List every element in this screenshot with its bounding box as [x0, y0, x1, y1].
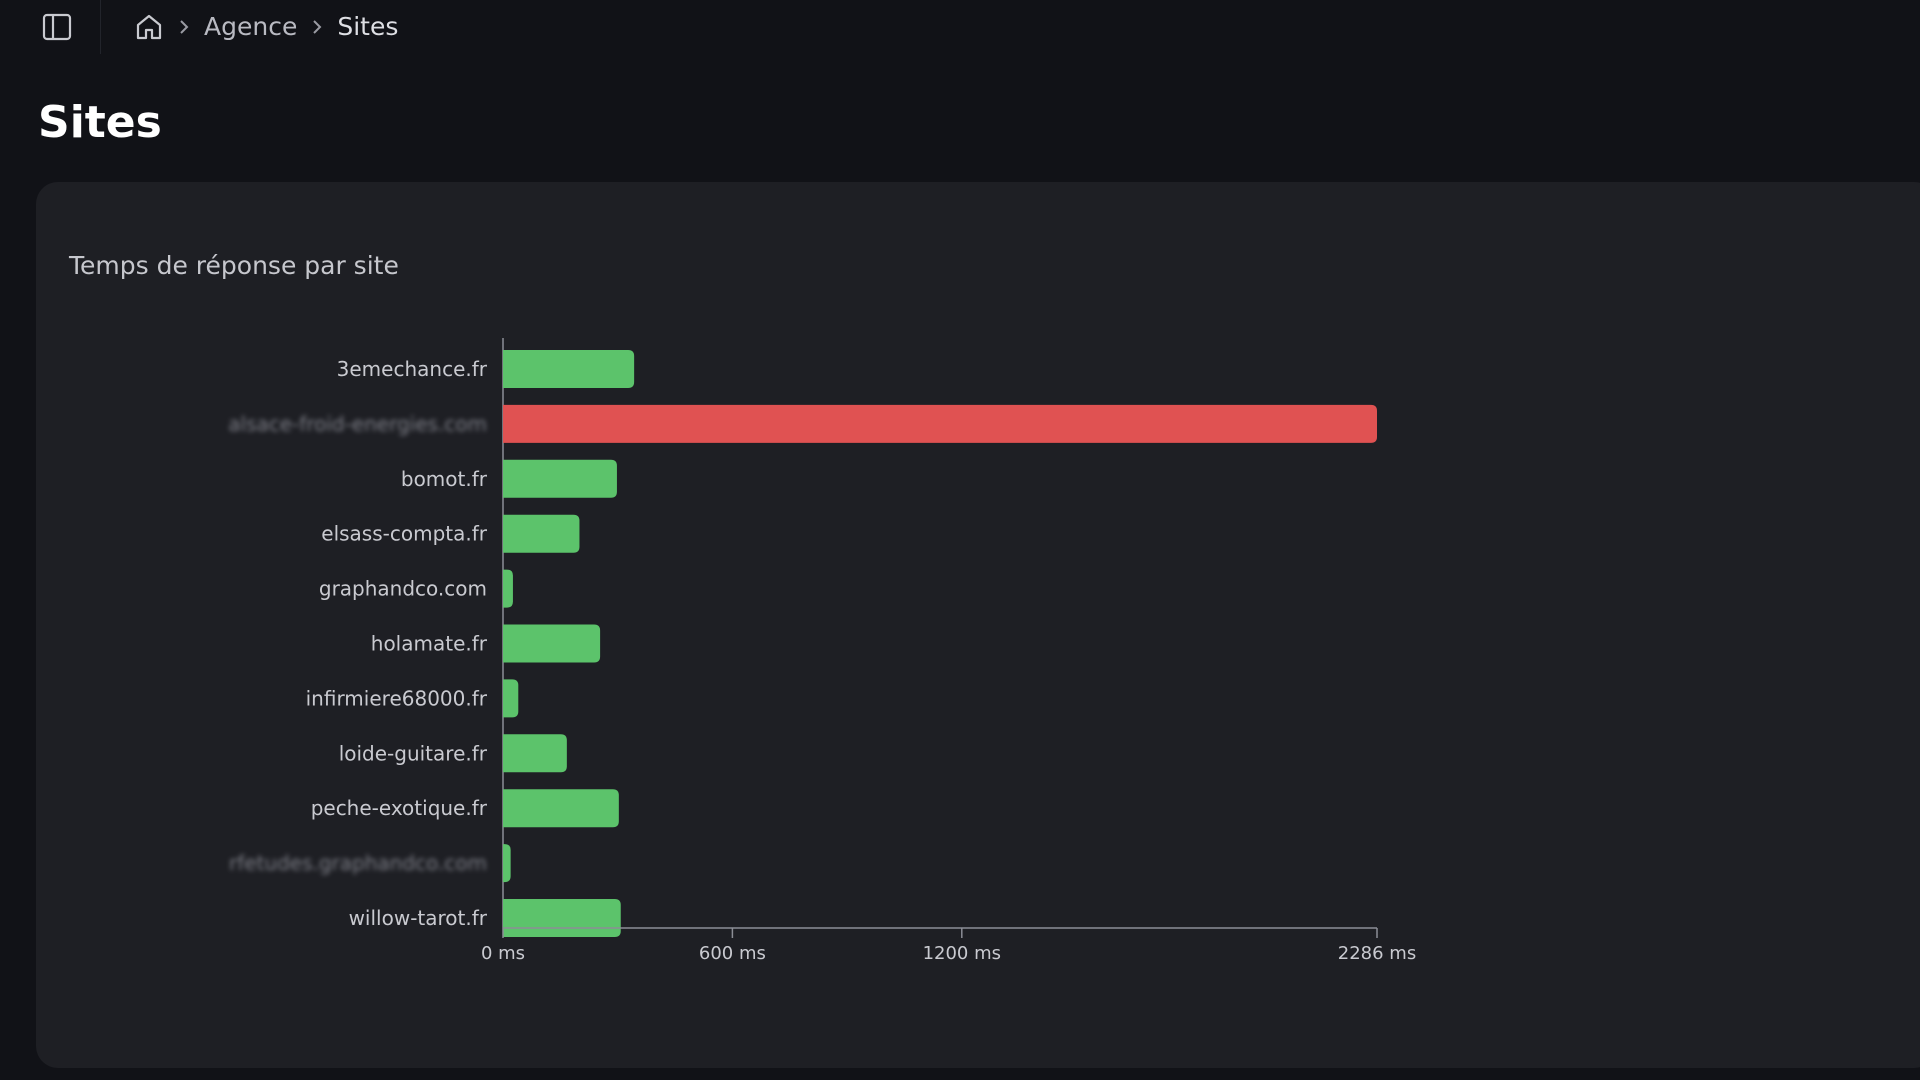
breadcrumb-agence[interactable]: Agence	[204, 12, 298, 41]
chevron-right-icon	[164, 12, 204, 42]
sidebar-toggle-button[interactable]	[40, 12, 74, 42]
bar-7	[503, 679, 519, 718]
x-tick-label: 2286 ms	[1338, 943, 1416, 964]
chart-title: Temps de réponse par site	[69, 251, 399, 280]
category-label: peche-exotique.fr	[311, 796, 488, 820]
breadcrumb-sites: Sites	[337, 12, 399, 41]
category-label: infirmiere68000.fr	[306, 686, 488, 710]
category-label: elsass-compta.fr	[321, 522, 488, 546]
bar-11	[503, 899, 621, 937]
category-label: graphandco.com	[319, 577, 487, 601]
x-tick-label: 0 ms	[481, 943, 525, 964]
top-bar: Agence Sites	[0, 0, 1920, 54]
category-label: 3emechance.fr	[337, 357, 488, 381]
x-tick-label: 1200 ms	[923, 943, 1001, 964]
response-time-card: Temps de réponse par site 3emechance.fr a…	[36, 182, 1920, 1068]
category-label: alsace-froid-energies.com	[228, 412, 487, 436]
category-label: loide-guitare.fr	[339, 741, 488, 765]
category-label: rfetudes.graphandco.com	[229, 851, 487, 875]
sidebar-panel-icon	[42, 13, 72, 41]
category-label: bomot.fr	[401, 467, 488, 491]
breadcrumb: Agence Sites	[134, 8, 398, 46]
category-label: holamate.fr	[371, 632, 488, 656]
response-time-chart: 3emechance.fr alsace-froid-energies.com bo…	[228, 338, 1416, 964]
home-icon	[136, 14, 162, 40]
bar-1	[503, 350, 635, 388]
bar-8	[503, 734, 567, 773]
bar-5	[503, 569, 513, 608]
bar-10	[503, 844, 511, 883]
bar-9	[503, 789, 619, 828]
bar-2	[503, 404, 1377, 443]
breadcrumb-home[interactable]	[134, 12, 164, 42]
toolbar-divider	[100, 0, 101, 54]
bar-4	[503, 514, 580, 553]
bar-6	[503, 624, 601, 663]
page-title: Sites	[38, 97, 162, 148]
category-label: willow-tarot.fr	[349, 906, 488, 930]
bar-3	[503, 459, 617, 498]
x-tick-label: 600 ms	[699, 943, 766, 964]
chevron-right-icon	[297, 12, 337, 42]
